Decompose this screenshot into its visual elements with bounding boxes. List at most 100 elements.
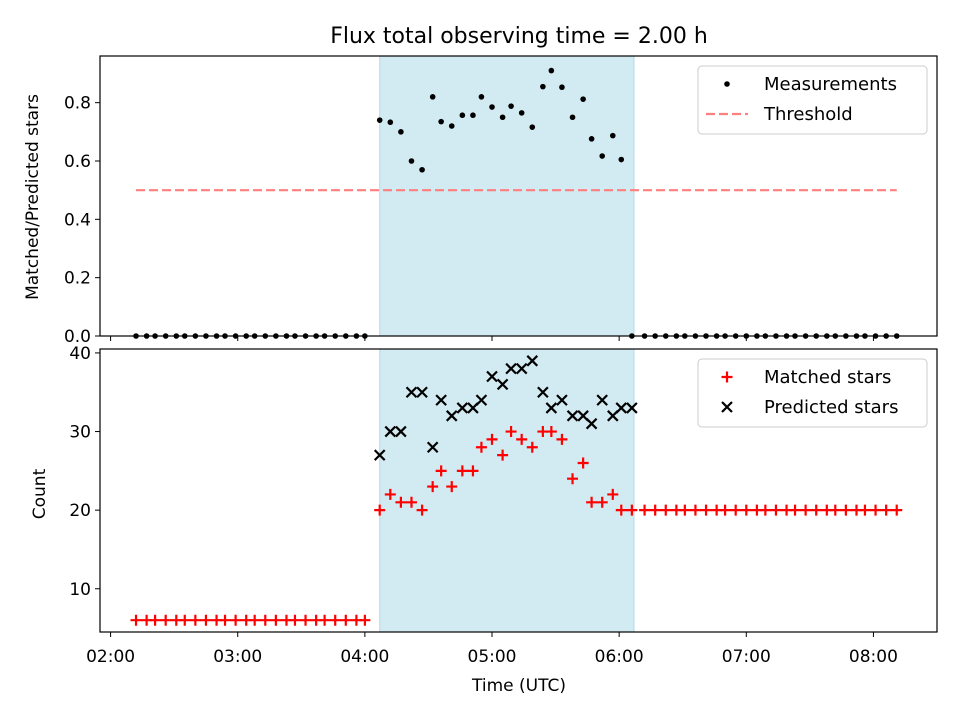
predicted-star-marker	[545, 402, 558, 414]
bottom-y-tick-label: 10	[69, 580, 91, 600]
matched-star-marker	[700, 504, 712, 516]
predicted-star-marker	[486, 370, 498, 383]
bottom-y-tick-label: 40	[69, 344, 91, 364]
top-panel: 0.00.20.40.60.8 Matched/Predicted stars …	[23, 55, 938, 347]
top-y-axis-label: Matched/Predicted stars	[23, 94, 43, 300]
predicted-star-marker	[626, 402, 638, 414]
matched-star-marker	[319, 614, 331, 626]
top-y-tick-label: 0.0	[64, 327, 91, 347]
x-tick-label: 08:00	[849, 647, 898, 667]
matched-star-marker	[289, 614, 301, 626]
legend-predicted-label: Predicted stars	[764, 397, 898, 418]
predicted-star-marker	[526, 355, 539, 367]
matched-star-marker	[689, 504, 701, 516]
predicted-star-marker	[596, 394, 608, 406]
legend-predicted-marker	[721, 401, 733, 413]
bottom-axes-frame	[99, 348, 938, 633]
x-tick-label: 02:00	[86, 647, 135, 667]
measurement-point	[599, 153, 605, 159]
measurement-point	[518, 110, 525, 116]
matched-star-marker	[526, 441, 538, 453]
bottom-legend-box	[697, 358, 928, 428]
top-y-tick-label: 0.8	[64, 94, 91, 114]
legend-threshold-label: Threshold	[763, 104, 853, 125]
matched-star-marker	[730, 504, 742, 516]
x-tick-label: 06:00	[595, 647, 644, 667]
measurement-point	[499, 114, 506, 121]
x-tick-label: 04:00	[340, 647, 389, 667]
x-tick-label: 03:00	[213, 647, 262, 667]
measurement-point	[508, 103, 514, 109]
matched-star-marker	[475, 441, 487, 453]
predicted-star-marker	[373, 449, 386, 461]
matched-star-marker	[880, 504, 892, 516]
matched-star-marker	[384, 488, 396, 500]
predicted-star-marker	[416, 386, 428, 399]
predicted-star-marker	[475, 394, 488, 406]
matched-star-marker	[160, 614, 172, 626]
predicted-star-marker	[556, 394, 568, 406]
predicted-star-marker	[566, 410, 579, 422]
matched-star-marker	[179, 614, 191, 626]
predicted-star-marker	[384, 425, 397, 438]
measurement-point	[419, 166, 425, 173]
matched-star-marker	[660, 504, 672, 516]
measurement-point	[569, 114, 576, 121]
measurement-point	[470, 112, 476, 119]
measurement-point	[559, 84, 565, 91]
matched-star-marker	[577, 457, 589, 469]
matched-star-marker	[374, 504, 386, 516]
matched-star-marker	[719, 504, 731, 516]
top-legend: Measurements Threshold	[697, 65, 928, 135]
matched-star-marker	[649, 504, 661, 516]
matched-star-marker	[800, 504, 812, 516]
predicted-star-marker	[505, 362, 517, 375]
measurement-point	[548, 67, 555, 74]
matched-star-marker	[505, 426, 517, 438]
matched-star-marker	[829, 504, 841, 516]
matched-star-marker	[556, 433, 568, 445]
predicted-star-marker	[426, 441, 439, 454]
predicted-star-marker	[405, 386, 418, 399]
x-tick-label: 07:00	[722, 647, 771, 667]
matched-star-marker	[340, 614, 352, 626]
bottom-y-axis-label: Count	[30, 468, 50, 519]
matched-star-marker	[230, 614, 242, 626]
x-tick-label: 05:00	[468, 647, 517, 667]
top-y-tick-label: 0.6	[64, 152, 91, 172]
measurement-point	[448, 123, 455, 129]
matched-star-marker	[516, 433, 528, 445]
measurement-point	[618, 156, 625, 163]
matched-star-marker	[770, 504, 782, 516]
measurement-point	[580, 96, 586, 102]
matched-star-marker	[486, 433, 498, 445]
predicted-star-marker	[496, 378, 509, 391]
bottom-legend: Matched stars Predicted stars	[697, 358, 928, 428]
legend-matched-label: Matched stars	[764, 367, 891, 388]
matched-star-marker	[130, 614, 142, 626]
matched-star-marker	[567, 473, 579, 485]
matched-star-marker	[759, 504, 771, 516]
matched-star-marker	[270, 614, 282, 626]
matched-star-marker	[740, 504, 752, 516]
chart-title: Flux total observing time = 2.00 h	[330, 24, 708, 49]
matched-star-marker	[607, 488, 619, 500]
matched-star-marker	[300, 614, 312, 626]
legend-matched-marker	[721, 371, 733, 383]
measurement-point	[540, 83, 546, 90]
measurement-point	[387, 119, 394, 126]
predicted-star-marker	[515, 362, 528, 375]
top-y-tick-label: 0.2	[64, 269, 91, 289]
matched-star-marker	[810, 504, 822, 516]
matched-star-marker	[497, 449, 509, 461]
matched-star-marker	[435, 465, 447, 477]
matched-star-marker	[870, 504, 882, 516]
matched-star-marker	[259, 614, 271, 626]
matched-star-marker	[586, 496, 598, 508]
matched-star-marker	[615, 504, 627, 516]
matched-star-marker	[405, 496, 417, 508]
bottom-y-tick-label: 30	[69, 423, 91, 443]
bottom-panel: 02:00 03:00 04:00 05:00 06:00 07:00 08:00 10 20 3…	[30, 344, 938, 696]
top-observing-window-band	[379, 55, 635, 337]
measurement-point	[376, 117, 383, 123]
